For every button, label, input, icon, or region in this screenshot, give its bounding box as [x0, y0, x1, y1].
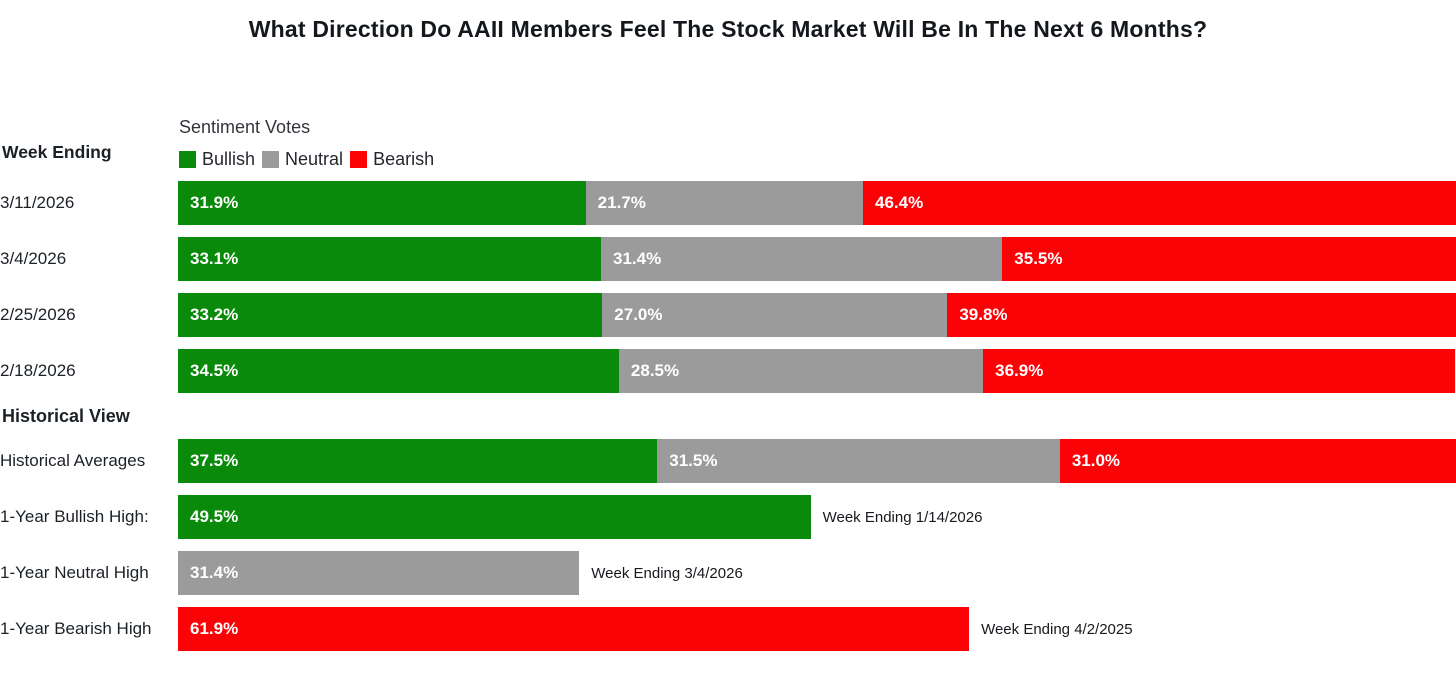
- bullish-bar-segment: 49.5%: [178, 495, 811, 539]
- bearish-high-label: 1-Year Bearish High: [0, 619, 152, 638]
- single-bar: 31.4% Week Ending 3/4/2026: [178, 551, 1456, 595]
- chart-body: 3/11/2026 31.9% 21.7% 46.4% 3/4/2026 33.…: [0, 181, 1456, 663]
- bar-annotation: Week Ending 3/4/2026: [591, 564, 743, 582]
- bullish-bar-segment: 33.2%: [178, 293, 603, 337]
- stacked-bar: 33.1% 31.4% 35.5%: [178, 237, 1456, 281]
- legend: Bullish Neutral Bearish: [179, 149, 441, 170]
- bullish-value-label: 34.5%: [190, 361, 239, 380]
- bullish-value-label: 37.5%: [190, 451, 239, 470]
- week-date-label: 2/18/2026: [0, 361, 76, 380]
- bearish-bar-segment: 46.4%: [862, 181, 1456, 225]
- neutral-high-row: 1-Year Neutral High 31.4% Week Ending 3/…: [0, 551, 1456, 595]
- neutral-value-label: 27.0%: [614, 305, 663, 324]
- bearish-swatch-icon: [350, 151, 368, 168]
- stacked-bar: 37.5% 31.5% 31.0%: [178, 439, 1456, 483]
- bullish-swatch-icon: [179, 151, 196, 168]
- sentiment-row: 3/11/2026 31.9% 21.7% 46.4%: [0, 181, 1456, 225]
- bullish-value-label: 49.5%: [190, 507, 239, 526]
- historical-view-heading: Historical View: [2, 406, 130, 426]
- week-date-label: 3/11/2026: [0, 193, 75, 212]
- stacked-bar: 31.9% 21.7% 46.4%: [178, 181, 1456, 225]
- bullish-bar-segment: 33.1%: [178, 237, 602, 281]
- bearish-value-label: 61.9%: [190, 619, 239, 638]
- bullish-high-label: 1-Year Bullish High:: [0, 507, 149, 526]
- bearish-value-label: 46.4%: [874, 193, 924, 212]
- neutral-value-label: 21.7%: [597, 193, 646, 212]
- legend-item-neutral: Neutral: [262, 149, 343, 170]
- neutral-value-label: 31.5%: [669, 451, 718, 470]
- bullish-value-label: 33.1%: [190, 249, 239, 268]
- legend-label: Neutral: [285, 149, 344, 169]
- page-title: What Direction Do AAII Members Feel The …: [248, 16, 1208, 42]
- neutral-value-label: 31.4%: [190, 563, 239, 582]
- bearish-value-label: 36.9%: [995, 361, 1044, 380]
- single-bar: 49.5% Week Ending 1/14/2026: [178, 495, 1456, 539]
- neutral-bar-segment: 31.4%: [178, 551, 580, 595]
- bullish-bar-segment: 31.9%: [178, 181, 586, 225]
- bearish-bar-segment: 61.9%: [178, 607, 970, 651]
- neutral-bar-segment: 28.5%: [618, 349, 984, 393]
- bullish-value-label: 33.2%: [190, 305, 239, 324]
- historical-averages-row: Historical Averages 37.5% 31.5% 31.0%: [0, 439, 1456, 483]
- bullish-bar-segment: 37.5%: [178, 439, 658, 483]
- bearish-value-label: 39.8%: [959, 305, 1008, 324]
- stacked-bar: 33.2% 27.0% 39.8%: [178, 293, 1456, 337]
- bearish-bar-segment: 35.5%: [1002, 237, 1456, 281]
- neutral-value-label: 31.4%: [613, 249, 662, 268]
- stacked-bar: 34.5% 28.5% 36.9%: [178, 349, 1456, 393]
- historical-averages-label: Historical Averages: [0, 451, 146, 470]
- sentiment-row: 2/25/2026 33.2% 27.0% 39.8%: [0, 293, 1456, 337]
- bearish-value-label: 35.5%: [1014, 249, 1063, 268]
- week-date-label: 3/4/2026: [0, 249, 67, 268]
- week-date-label: 2/25/2026: [0, 305, 76, 324]
- neutral-bar-segment: 21.7%: [585, 181, 863, 225]
- neutral-bar-segment: 31.5%: [657, 439, 1060, 483]
- bar-annotation: Week Ending 4/2/2025: [981, 620, 1133, 638]
- legend-label: Bullish: [202, 149, 256, 169]
- single-bar: 61.9% Week Ending 4/2/2025: [178, 607, 1456, 651]
- legend-label: Bearish: [373, 149, 435, 169]
- neutral-swatch-icon: [262, 151, 280, 168]
- bearish-high-row: 1-Year Bearish High 61.9% Week Ending 4/…: [0, 607, 1456, 651]
- bearish-bar-segment: 36.9%: [983, 349, 1455, 393]
- legend-title: Sentiment Votes: [179, 117, 311, 137]
- legend-item-bullish: Bullish: [179, 149, 255, 170]
- bearish-bar-segment: 39.8%: [947, 293, 1456, 337]
- neutral-bar-segment: 27.0%: [602, 293, 948, 337]
- bar-annotation: Week Ending 1/14/2026: [822, 508, 983, 526]
- bullish-bar-segment: 34.5%: [178, 349, 619, 393]
- bullish-high-row: 1-Year Bullish High: 49.5% Week Ending 1…: [0, 495, 1456, 539]
- neutral-bar-segment: 31.4%: [601, 237, 1003, 281]
- bearish-bar-segment: 31.0%: [1059, 439, 1456, 483]
- bearish-value-label: 31.0%: [1071, 451, 1121, 470]
- neutral-value-label: 28.5%: [630, 361, 680, 380]
- week-ending-column-label: Week Ending: [2, 142, 112, 162]
- bullish-value-label: 31.9%: [190, 193, 239, 212]
- sentiment-row: 2/18/2026 34.5% 28.5% 36.9%: [0, 349, 1456, 393]
- neutral-high-label: 1-Year Neutral High: [0, 563, 149, 582]
- sentiment-row: 3/4/2026 33.1% 31.4% 35.5%: [0, 237, 1456, 281]
- legend-item-bearish: Bearish: [350, 149, 434, 170]
